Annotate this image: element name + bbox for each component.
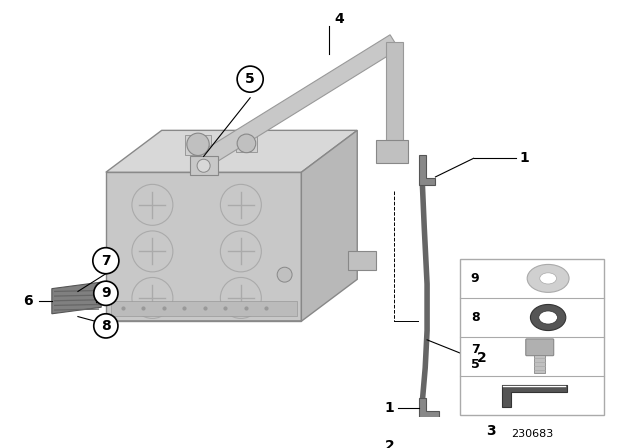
Text: 1: 1 <box>519 151 529 165</box>
Polygon shape <box>376 140 408 163</box>
Circle shape <box>93 314 118 338</box>
Circle shape <box>93 281 118 306</box>
Ellipse shape <box>539 311 557 324</box>
Text: 7: 7 <box>101 254 111 268</box>
Ellipse shape <box>527 264 569 293</box>
Polygon shape <box>301 130 357 321</box>
Text: 8: 8 <box>101 319 111 333</box>
Text: 7: 7 <box>471 343 479 356</box>
Text: 6: 6 <box>24 294 33 308</box>
Text: 230683: 230683 <box>511 429 553 439</box>
Bar <box>534 355 545 373</box>
Polygon shape <box>386 42 403 144</box>
Polygon shape <box>413 440 426 448</box>
FancyBboxPatch shape <box>111 301 297 316</box>
Ellipse shape <box>423 426 436 436</box>
Polygon shape <box>236 135 257 152</box>
Circle shape <box>187 133 209 155</box>
Polygon shape <box>502 384 567 407</box>
Text: 9: 9 <box>471 272 479 285</box>
Ellipse shape <box>531 305 566 331</box>
Circle shape <box>197 159 210 172</box>
Polygon shape <box>52 282 101 314</box>
Text: 5: 5 <box>245 72 255 86</box>
Polygon shape <box>348 251 376 270</box>
FancyBboxPatch shape <box>526 339 554 356</box>
Text: 8: 8 <box>471 311 479 324</box>
Circle shape <box>277 267 292 282</box>
Polygon shape <box>419 155 435 185</box>
Text: 1: 1 <box>385 401 394 415</box>
Bar <box>460 259 604 415</box>
Polygon shape <box>189 156 218 175</box>
Circle shape <box>237 134 256 153</box>
Polygon shape <box>106 130 357 172</box>
Text: 4: 4 <box>334 12 344 26</box>
Polygon shape <box>106 172 301 321</box>
Circle shape <box>237 66 263 92</box>
Text: 2: 2 <box>476 352 486 366</box>
Text: 2: 2 <box>385 439 394 448</box>
Polygon shape <box>199 35 399 167</box>
Polygon shape <box>185 135 211 155</box>
Circle shape <box>93 248 119 274</box>
Polygon shape <box>419 397 439 418</box>
Text: 5: 5 <box>471 358 479 370</box>
Text: 9: 9 <box>101 286 111 300</box>
Text: 3: 3 <box>486 424 495 438</box>
Ellipse shape <box>540 273 557 284</box>
